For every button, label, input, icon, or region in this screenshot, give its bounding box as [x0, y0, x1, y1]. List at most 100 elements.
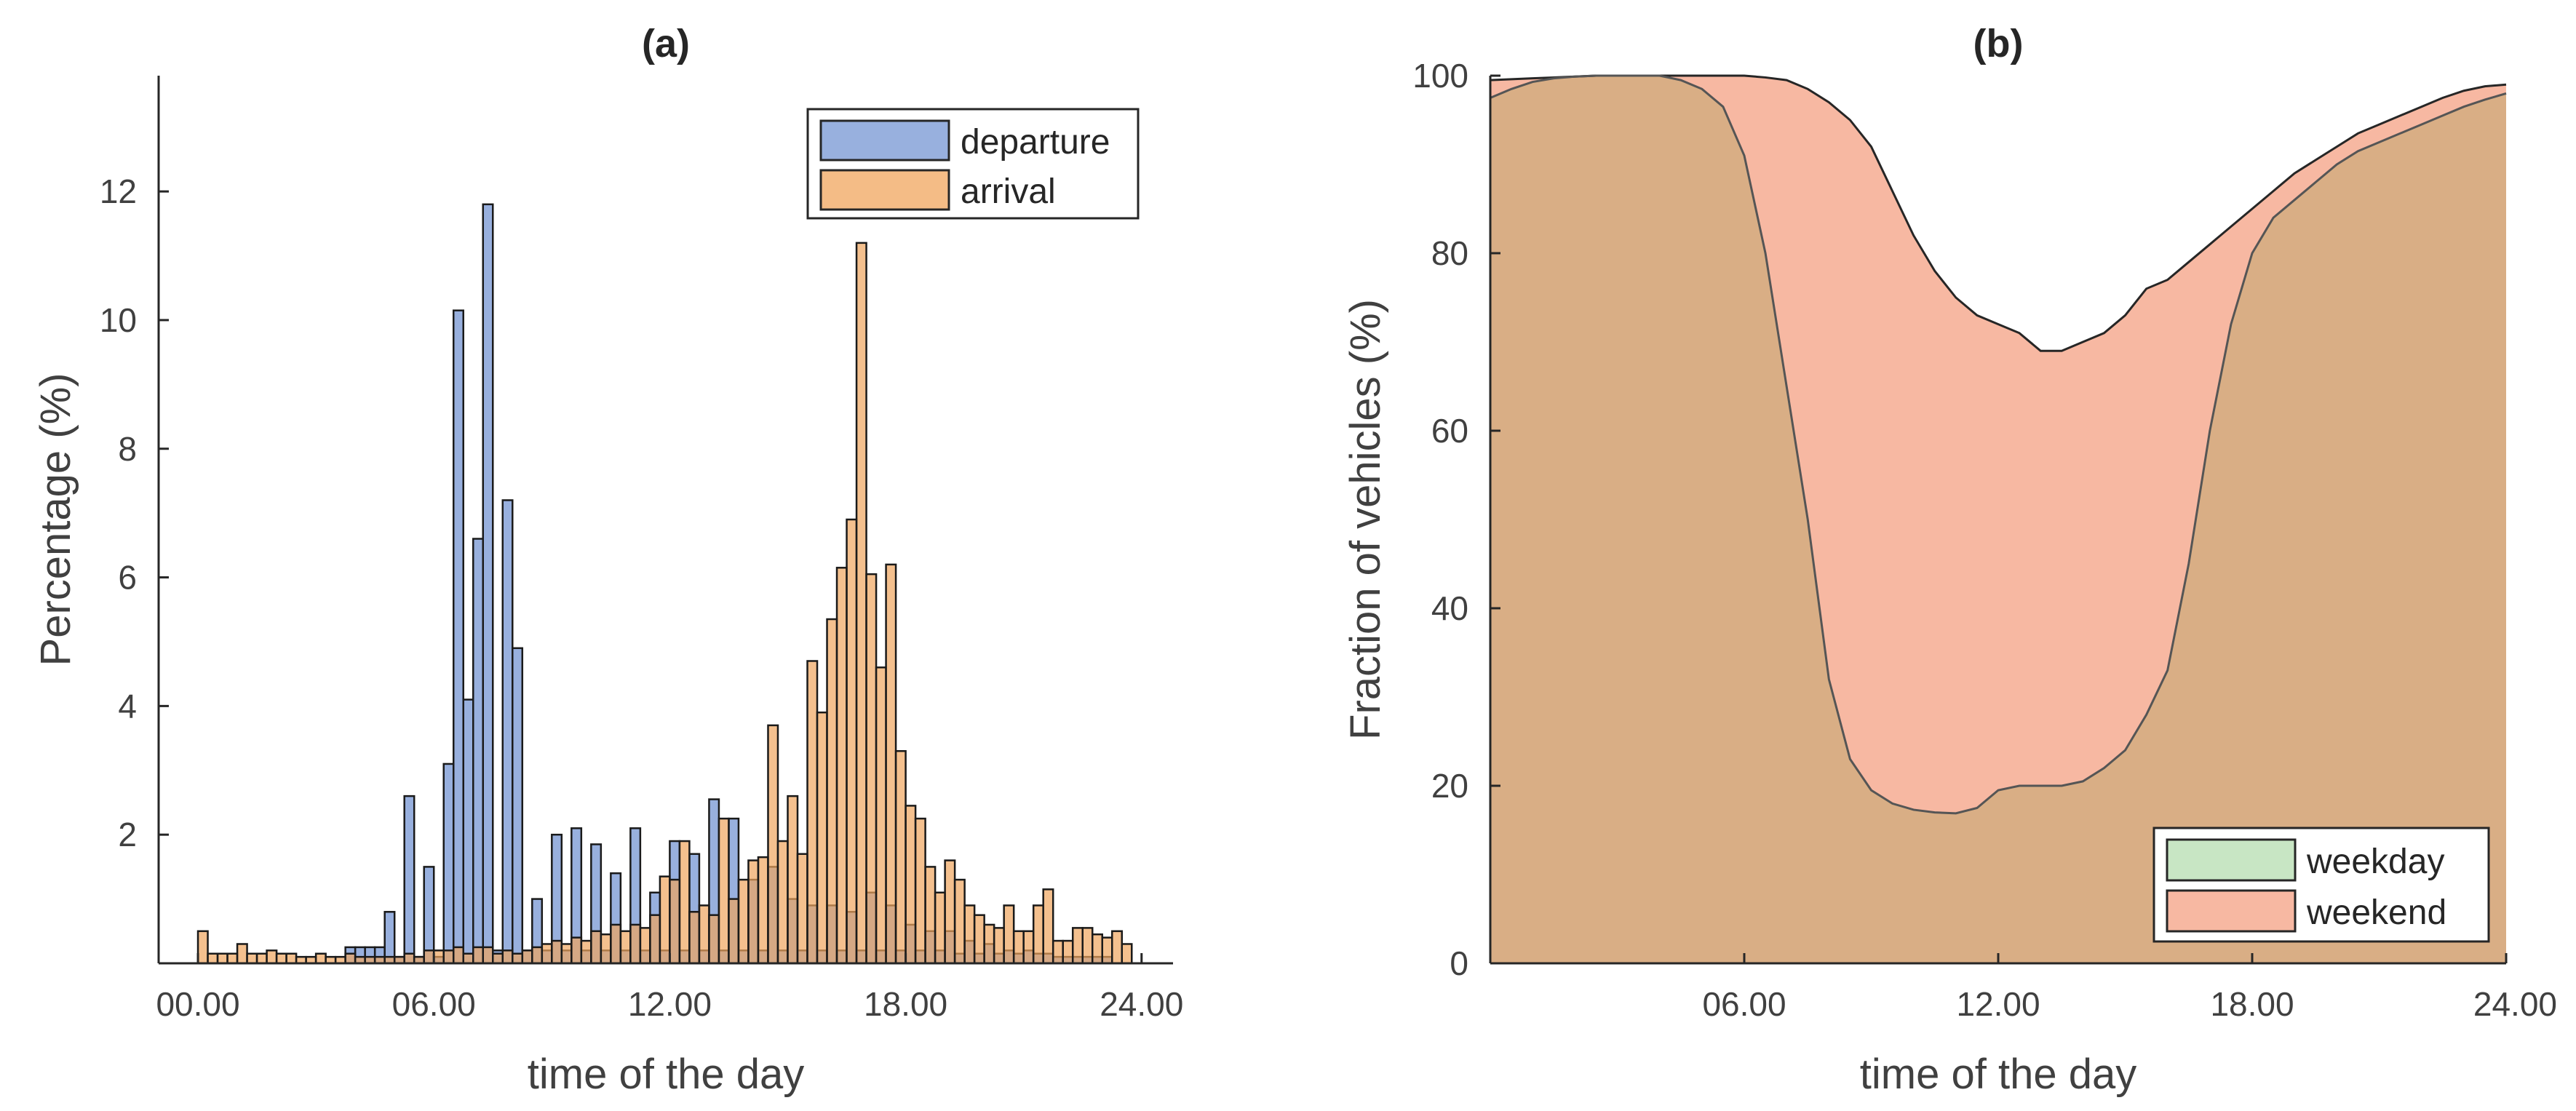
- arrival-bars: [196, 242, 1133, 965]
- x-tick-label: 12.00: [1956, 985, 2040, 1023]
- arrival-bar: [728, 898, 740, 965]
- arrival-bar: [314, 952, 327, 965]
- arrival-bar: [944, 859, 956, 965]
- arrival-bar: [924, 866, 937, 965]
- arrival-bar: [442, 949, 455, 965]
- arrival-bar: [285, 952, 298, 965]
- arrival-bar: [629, 923, 642, 965]
- arrival-bar: [266, 949, 278, 965]
- arrival-bar: [816, 711, 828, 965]
- arrival-bar: [492, 952, 504, 965]
- departure-bar: [462, 698, 474, 965]
- y-tick-label: 2: [118, 816, 137, 853]
- departure-bar: [512, 647, 524, 965]
- arrival-bar: [973, 914, 985, 965]
- arrival-bar: [560, 943, 573, 965]
- arrival-bar: [236, 943, 248, 965]
- arrival-bar: [580, 939, 592, 965]
- y-tick-label: 80: [1431, 234, 1468, 272]
- panel-b-area-chart: 0 20 40 60 80 100 06.00 12.00 18.00 24.00 (b) tim…: [1342, 22, 2557, 1098]
- y-tick-label: 40: [1431, 589, 1468, 627]
- y-tick-label: 10: [100, 301, 137, 339]
- arrival-bar: [993, 927, 1005, 965]
- panel-a-histogram: 2 4 6 8 10 12 00.00 06.00 12.00 18.00 24.00 (a) ti…: [32, 22, 1183, 1098]
- legend-label-departure: departure: [961, 123, 1110, 162]
- legend-swatch-weekend: [2166, 889, 2297, 933]
- arrival-bar: [501, 949, 514, 965]
- arrival-bar: [571, 936, 583, 965]
- arrival-bar: [462, 952, 474, 965]
- departure-bar: [482, 203, 494, 965]
- arrival-bar: [452, 946, 464, 965]
- arrival-bar: [747, 859, 760, 965]
- y-tick-label: 100: [1412, 57, 1468, 95]
- arrival-bar: [551, 939, 563, 965]
- arrival-bar: [806, 660, 819, 965]
- arrival-bar: [1091, 933, 1103, 965]
- panel-a-legend: departure arrival: [806, 108, 1140, 220]
- arrival-bar: [767, 724, 779, 965]
- departure-bar: [383, 911, 396, 965]
- panel-b-y-axis-label: Fraction of vehicles (%): [1342, 299, 1389, 740]
- panel-a-title: (a): [642, 22, 690, 65]
- arrival-bar: [423, 949, 435, 965]
- arrival-bar: [432, 949, 445, 965]
- arrival-bar: [905, 805, 917, 965]
- arrival-bar: [472, 946, 485, 965]
- panel-b-legend: weekday weekend: [2152, 827, 2490, 943]
- arrival-bar: [1032, 904, 1044, 965]
- arrival-bar: [983, 923, 995, 965]
- arrival-bar: [1052, 939, 1064, 965]
- arrival-bar: [894, 750, 907, 965]
- arrival-bar: [216, 952, 228, 965]
- panel-a-x-axis-label: time of the day: [528, 1051, 804, 1098]
- y-tick-label: 12: [100, 172, 137, 210]
- arrival-bar: [1081, 927, 1094, 965]
- arrival-bar: [776, 840, 789, 965]
- panel-b-title: (b): [1973, 22, 2024, 65]
- x-tick-label: 06.00: [1702, 985, 1786, 1023]
- arrival-bar: [521, 949, 533, 965]
- arrival-bar: [698, 904, 710, 965]
- legend-label-arrival: arrival: [961, 172, 1056, 211]
- departure-bar: [442, 762, 455, 965]
- arrival-bar: [835, 567, 848, 965]
- y-tick-label: 6: [118, 559, 137, 597]
- arrival-bar: [796, 853, 808, 965]
- x-tick-label: 18.00: [864, 985, 947, 1023]
- arrival-bar: [600, 933, 612, 965]
- arrival-bar: [255, 952, 268, 965]
- arrival-bar: [226, 952, 239, 965]
- arrival-bar: [1071, 927, 1084, 965]
- arrival-bar: [610, 923, 622, 965]
- arrival-bar: [1111, 930, 1124, 965]
- arrival-bar: [619, 930, 632, 965]
- arrival-bar: [649, 914, 661, 965]
- legend-label-weekend: weekend: [2306, 893, 2446, 932]
- arrival-bar: [737, 878, 750, 965]
- arrival-bar: [275, 952, 287, 965]
- arrival-bar: [826, 618, 838, 965]
- legend-swatch-weekday: [2166, 838, 2297, 882]
- departure-bar: [452, 309, 464, 965]
- arrival-bar: [963, 904, 976, 965]
- x-tick-label: 12.00: [628, 985, 712, 1023]
- arrival-bar: [669, 878, 681, 965]
- arrival-bar: [688, 911, 701, 965]
- departure-bar: [403, 795, 416, 965]
- arrival-bar: [403, 952, 416, 965]
- arrival-bar: [934, 891, 946, 965]
- arrival-bar: [757, 856, 769, 965]
- arrival-bar: [196, 930, 209, 965]
- arrival-bar: [875, 666, 887, 965]
- departure-bar: [501, 499, 514, 965]
- y-tick-label: 4: [118, 687, 137, 725]
- arrival-bar: [914, 817, 926, 965]
- arrival-bar: [482, 946, 494, 965]
- arrival-bar: [708, 914, 720, 965]
- arrival-bar: [855, 242, 867, 965]
- arrival-bar: [590, 930, 603, 965]
- panel-a-y-axis-label: Percentage (%): [32, 373, 79, 666]
- arrival-bar: [717, 817, 730, 965]
